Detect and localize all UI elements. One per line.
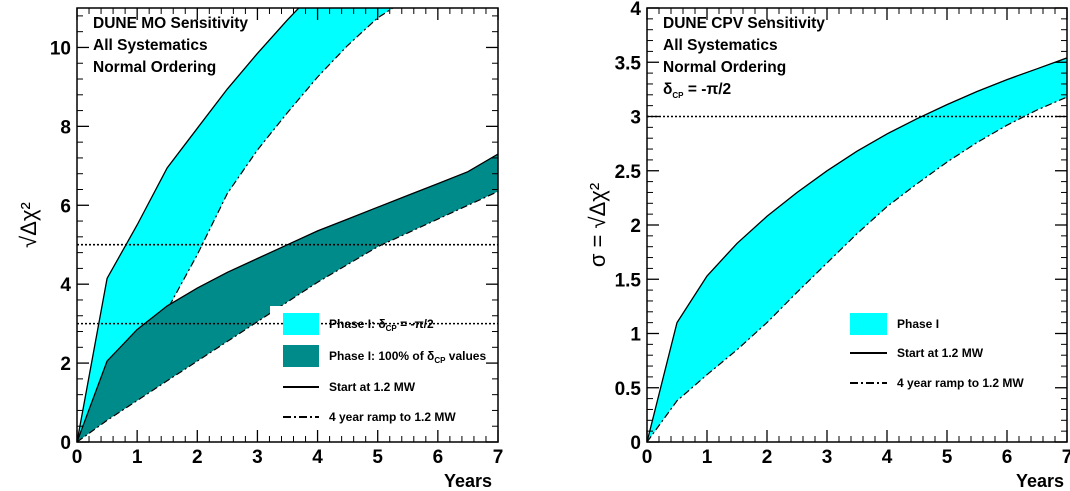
mo-bands: [77, 8, 498, 442]
cpv-y-tick-label: 4: [630, 0, 641, 20]
mo-y-tick-label: 10: [50, 38, 71, 59]
mo-legend-swatch-1: [283, 313, 319, 335]
mo-legend-label-1: Phase I: δCP = -π/2: [329, 317, 434, 333]
cpv-legend-label-3: 4 year ramp to 1.2 MW: [897, 376, 1024, 390]
cpv-bands: [647, 57, 1067, 442]
mo-y-tick-label: 8: [60, 117, 71, 138]
mo-band-2-ramp-line: [77, 190, 498, 442]
cpv-title-delta: δ: [663, 81, 672, 98]
cpv-x-tick-label: 3: [822, 447, 833, 468]
cpv-legend: Phase I Start at 1.2 MW 4 year ramp to 1.2…: [850, 313, 1024, 390]
mo-title-line-3: Normal Ordering: [93, 59, 216, 76]
cpv-y-tick-label: 2.5: [615, 162, 642, 183]
mo-y-tick-label: 6: [60, 196, 71, 217]
cpv-title-delta-sub: CP: [672, 91, 684, 100]
mo-legend-label-rest: values: [445, 349, 486, 363]
cpv-x-tick-label: 7: [1062, 447, 1070, 468]
mo-plot-frame: [76, 7, 499, 443]
cpv-x-axis-label: Years: [1016, 471, 1064, 491]
cpv-y-axis-label: σ = √Δχ²: [585, 183, 610, 267]
mo-legend-label-2: Phase I: 100% of δCP values: [329, 349, 486, 365]
mo-x-tick-label: 1: [132, 447, 143, 468]
cpv-title-delta-rest: = -π/2: [684, 81, 732, 98]
cpv-x-tick-label: 5: [942, 447, 953, 468]
mo-x-tick-label: 3: [252, 447, 263, 468]
cpv-y-tick-label: 2: [630, 216, 641, 237]
mo-legend-label-sub: CP: [386, 324, 398, 333]
cpv-sensitivity-chart: Phase I Start at 1.2 MW 4 year ramp to 1.2…: [585, 0, 1070, 491]
mo-x-axis-label: Years: [444, 471, 492, 491]
cpv-legend-swatch-1: [850, 313, 887, 335]
mo-x-tick-label: 2: [192, 447, 203, 468]
cpv-y-tick-label: 0.5: [615, 379, 642, 400]
cpv-axes: 0 1 2 3 4 5 6 7 0 0.5 1 1.5 2 2.5 3 3.5 4: [615, 0, 1070, 468]
cpv-y-tick-label: 3: [630, 108, 641, 129]
mo-y-axis-label: √Δχ²: [16, 202, 41, 248]
cpv-y-tick-label: 1: [630, 325, 641, 346]
mo-y-tick-label: 2: [60, 354, 71, 375]
mo-y-tick-label: 4: [60, 275, 71, 296]
mo-legend-label-3: Start at 1.2 MW: [329, 380, 416, 394]
mo-legend-label-sub: CP: [434, 356, 446, 365]
mo-title-line-1: DUNE MO Sensitivity: [93, 15, 248, 32]
mo-legend-label-rest: = -π/2: [397, 317, 434, 331]
mo-title-line-2: All Systematics: [93, 37, 208, 54]
cpv-y-axis-label-text: σ = √Δχ²: [585, 183, 610, 267]
cpv-title: DUNE CPV Sensitivity All Systematics Nor…: [663, 15, 825, 100]
cpv-y-tick-label: 0: [630, 433, 641, 454]
mo-band-2: [77, 154, 498, 442]
mo-x-tick-label: 6: [433, 447, 444, 468]
cpv-band-1-start-line: [647, 57, 1067, 442]
cpv-x-tick-label: 4: [882, 447, 893, 468]
mo-legend-swatch-2: [283, 345, 319, 367]
cpv-x-tick-label: 6: [1002, 447, 1013, 468]
mo-band-2-start-line: [77, 153, 498, 442]
cpv-y-tick-label: 1.5: [615, 270, 642, 291]
mo-axes: 0 1 2 3 4 5 6 7 0 2 4 6 8 10: [50, 8, 503, 468]
mo-legend-label-4: 4 year ramp to 1.2 MW: [329, 410, 456, 424]
cpv-x-tick-label: 1: [702, 447, 713, 468]
cpv-legend-label-1: Phase I: [897, 317, 939, 331]
cpv-x-tick-label: 0: [642, 447, 653, 468]
mo-title: DUNE MO Sensitivity All Systematics Norm…: [93, 15, 248, 76]
cpv-title-line-1: DUNE CPV Sensitivity: [663, 15, 825, 32]
mo-x-tick-label: 7: [493, 447, 504, 468]
cpv-title-line-2: All Systematics: [663, 37, 778, 54]
mo-y-axis-label-text: √Δχ²: [16, 202, 41, 248]
cpv-title-line-3: Normal Ordering: [663, 59, 786, 76]
mo-y-tick-label: 0: [60, 433, 71, 454]
cpv-band-1-ramp-line: [647, 96, 1067, 442]
cpv-legend-label-2: Start at 1.2 MW: [897, 346, 984, 360]
cpv-title-line-4: δCP = -π/2: [663, 81, 731, 100]
mo-band-1-start-line: [77, 8, 300, 442]
mo-x-tick-label: 0: [72, 447, 83, 468]
mo-legend-label-main: Phase I: 100% of δ: [329, 349, 434, 363]
cpv-y-tick-label: 3.5: [615, 53, 642, 74]
cpv-x-tick-label: 2: [762, 447, 773, 468]
mo-legend-background: [270, 306, 504, 318]
mo-x-tick-label: 5: [372, 447, 383, 468]
mo-x-tick-label: 4: [312, 447, 323, 468]
mo-legend-label-main: Phase I: δ: [329, 317, 386, 331]
